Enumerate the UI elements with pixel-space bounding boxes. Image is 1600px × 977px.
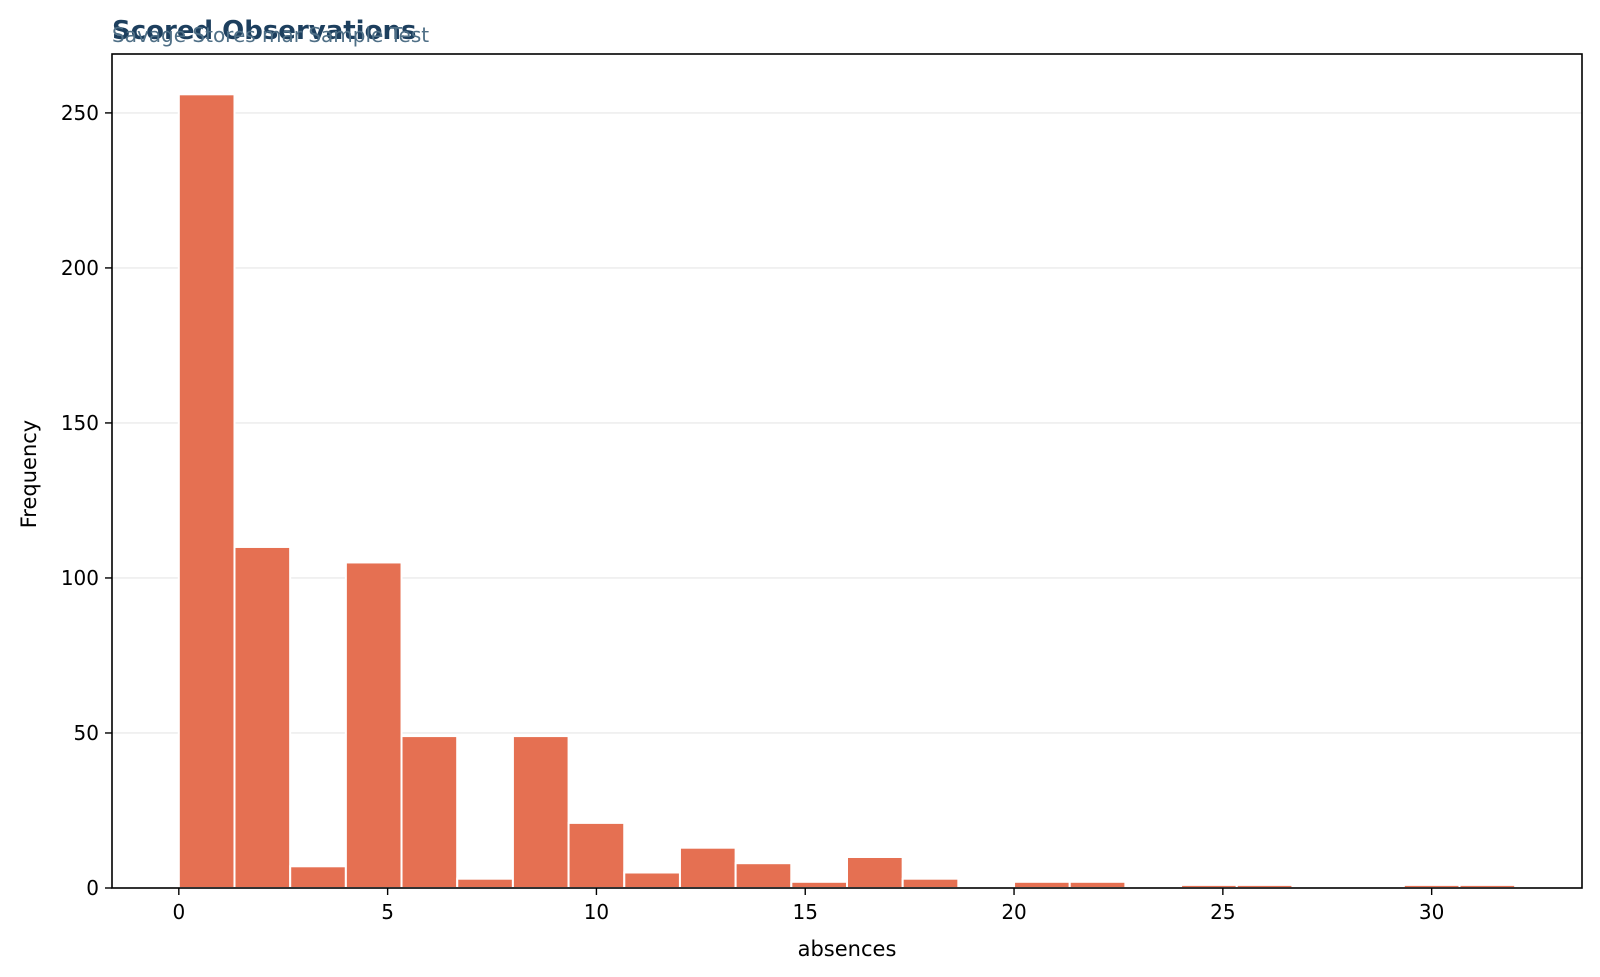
- plot-area-frame: [111, 53, 1583, 889]
- histogram-bar: [623, 871, 681, 890]
- histogram-bar: [1068, 880, 1127, 889]
- x-axis-label: absences: [798, 937, 897, 961]
- histogram-bar: [289, 865, 347, 890]
- histogram-bar: [846, 855, 904, 889]
- histogram-bar: [511, 735, 570, 889]
- histogram-bar: [901, 877, 960, 890]
- x-tick-label: 30: [1419, 900, 1444, 924]
- y-tick-label: 50: [74, 721, 99, 745]
- grid-lines: [112, 112, 1582, 734]
- x-tick-label: 20: [1001, 900, 1026, 924]
- x-tick-label: 15: [793, 900, 818, 924]
- histogram-bar: [790, 880, 848, 889]
- histogram-bar: [456, 877, 514, 890]
- x-tick-label: 5: [381, 900, 394, 924]
- y-tick-label: 250: [61, 101, 99, 125]
- histogram-bar: [400, 735, 459, 889]
- histogram-bar: [177, 93, 236, 890]
- histogram-bar: [567, 821, 626, 890]
- chart-title: Scored Observations: [112, 16, 416, 46]
- histogram-bar: [233, 545, 292, 889]
- chart-subtitle: Savage Stores mar Sample Test: [112, 23, 429, 47]
- x-tick-label: 25: [1210, 900, 1235, 924]
- y-axis-label: Frequency: [17, 420, 41, 529]
- y-tick-label: 200: [61, 256, 99, 280]
- y-tick-label: 150: [61, 411, 99, 435]
- y-tick-label: 0: [86, 876, 99, 900]
- y-axis-ticks: 0 50 100 150 200 250: [61, 101, 112, 900]
- y-tick-label: 100: [61, 566, 99, 590]
- x-tick-label: 0: [172, 900, 185, 924]
- x-tick-label: 10: [584, 900, 609, 924]
- histogram-bar: [1013, 880, 1071, 889]
- histogram-bar: [678, 846, 737, 890]
- histogram-bars: [177, 93, 1517, 890]
- x-axis-ticks: 0 5 10 15 20 25 30: [172, 888, 1444, 924]
- histogram-bar: [344, 561, 403, 889]
- histogram-bar: [734, 862, 793, 889]
